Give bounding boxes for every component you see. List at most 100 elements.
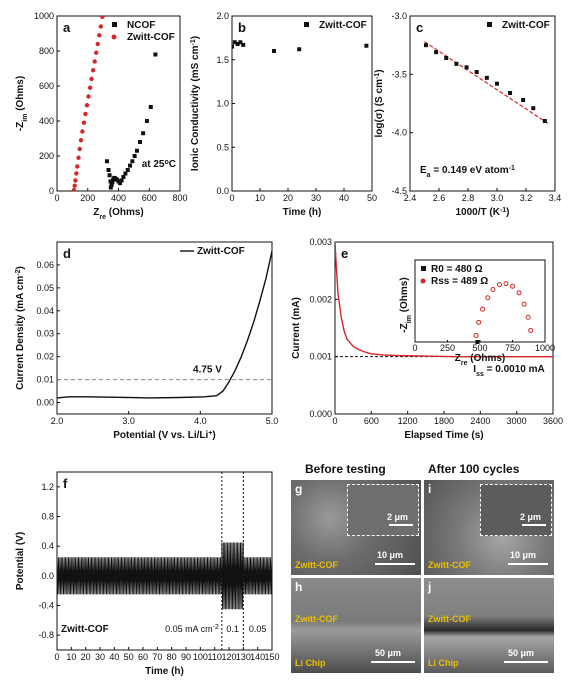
data-point (77, 146, 82, 152)
inset-data-point (503, 281, 509, 287)
chart-panel-b: 0 10 20 30 40 50 0.0 0.5 1.0 1.5 2.0 Time (h) Ionic … (190, 11, 378, 218)
after-cycles-label: After 100 cycles (428, 462, 520, 476)
region-label-part: -2 (213, 624, 219, 631)
region-label-part: 0.05 (249, 624, 267, 634)
data-point (81, 120, 87, 125)
legend-label: Zwitt-COF (197, 246, 245, 257)
x-tick-label: 800 (172, 193, 187, 203)
inset-data-point (497, 282, 502, 288)
y-tick-label: -4.0 (391, 128, 407, 138)
data-point (542, 119, 547, 123)
data-point (128, 163, 133, 168)
y-tick-label: 1.2 (41, 482, 54, 492)
inset-data-point (476, 319, 482, 325)
x-axis-label-part: -1 (500, 207, 506, 214)
x-axis-label: Elapsed Time (s) (404, 430, 483, 441)
x-tick-label: 400 (111, 193, 126, 203)
inset-x-tick-label: 1000 (535, 343, 555, 353)
y-tick-label: 0.05 (36, 283, 54, 293)
x-axis-label-part: (Ohms) (106, 207, 144, 218)
annotation-part: I (473, 364, 476, 375)
chart-panel-d: 2.0 3.0 4.0 5.0 0.00 0.01 0.02 0.03 0.04 0.05 0.06… (15, 241, 278, 442)
sem-material-i: Zwitt-COF (428, 560, 471, 570)
inset-legend-swatch (421, 266, 426, 271)
data-point (83, 111, 88, 117)
x-tick-label: 0 (332, 416, 337, 426)
x-tick-label: 3600 (543, 416, 563, 426)
inset-data-point (525, 314, 531, 320)
data-point (364, 43, 369, 48)
annotation: 4.75 V (193, 365, 222, 376)
data-point (125, 168, 130, 172)
panel-letter: c (416, 20, 423, 35)
data-point (141, 131, 146, 136)
inset-x-axis-label-part: (Ohms) (467, 353, 505, 364)
x-tick-label: 0 (229, 193, 234, 203)
x-tick-label: 2400 (470, 416, 490, 426)
y-axis-label: Potential (V) (15, 532, 26, 590)
legend-label: Zwitt-COF (127, 32, 175, 43)
sem-image-g: g 2 μm Zwitt-COF 10 μm (291, 480, 421, 575)
annotation-part: at 25 (142, 159, 165, 170)
series-line (335, 242, 553, 358)
x-tick-label: 1800 (434, 416, 454, 426)
inset-x-axis-label: Zre (Ohms) (455, 353, 506, 367)
sem-substrate-j: Li Chip (428, 658, 459, 668)
panel-letter: a (63, 20, 71, 35)
panel-letter: e (341, 246, 348, 261)
x-tick-label: 2.4 (404, 193, 417, 203)
region-label: 0.1 (226, 624, 239, 634)
x-tick-label: 40 (339, 193, 349, 203)
scale-label-g: 10 μm (377, 550, 404, 560)
plot-frame (231, 15, 373, 192)
inset-y-axis-label-part: -Z (399, 323, 410, 332)
data-point (98, 24, 104, 29)
x-axis-label-part: Elapsed Time (s) (404, 430, 483, 441)
x-tick-label: 130 (236, 652, 251, 662)
sem-inset-g (347, 484, 419, 536)
inset-frame (414, 259, 546, 343)
y-axis-label-part: Current Density (mA cm (15, 276, 26, 390)
sem-material-j: Zwitt-COF (428, 614, 471, 624)
data-point (76, 155, 81, 160)
x-axis-label: 1000/T (K-1) (455, 207, 509, 219)
x-tick-label: 600 (364, 416, 379, 426)
x-tick-label: 1200 (398, 416, 418, 426)
data-point (75, 164, 80, 169)
y-tick-label: 400 (39, 116, 54, 126)
scalebar-g (375, 563, 415, 565)
sem-image-j: j Zwitt-COF Li Chip 50 μm (424, 578, 554, 673)
y-tick-label: -4.5 (391, 186, 407, 196)
inset-data-point (473, 332, 479, 338)
x-tick-label: 3.4 (549, 193, 562, 203)
x-tick-label: 20 (283, 193, 293, 203)
scale-label-i: 10 μm (510, 550, 537, 560)
y-tick-label: -0.8 (38, 630, 54, 640)
x-tick-label: 50 (367, 193, 377, 203)
data-point (118, 181, 123, 186)
x-tick-label: 3.2 (520, 193, 533, 203)
scalebar-i (508, 563, 548, 565)
y-tick-label: 200 (39, 151, 54, 161)
inset-y-axis-label: -Zim (Ohms) (399, 277, 413, 332)
y-axis-label-part: (Ohms) (15, 76, 26, 114)
legend-label: Zwitt-COF (319, 20, 367, 31)
y-tick-label: 0.0 (216, 186, 229, 196)
plot-frame (409, 15, 556, 192)
annotation: Iss = 0.0010 mA (473, 364, 544, 378)
scale-label-j: 50 μm (508, 648, 535, 658)
y-axis-label-part: Potential (V) (15, 532, 26, 590)
y-tick-label: 0.001 (309, 352, 332, 362)
x-tick-label: 140 (250, 652, 265, 662)
x-axis-label: Potential (V vs. Li/Li+) (113, 430, 215, 442)
y-axis-label: -Zim (Ohms) (15, 76, 29, 131)
y-tick-label: 0.02 (36, 352, 54, 362)
data-point (474, 70, 479, 74)
chart-panel-a: 0 200 400 600 800 0 200 400 600 800 1000 Zre (Ohms)… (15, 11, 188, 221)
annotation-part: -1 (509, 165, 515, 172)
inset-x-tick-label: 750 (505, 343, 520, 353)
y-tick-label: 0.8 (41, 512, 54, 522)
panel-letter: d (63, 246, 71, 261)
legend-label: Zwitt-COF (502, 20, 550, 31)
x-axis-label-part: Z (93, 207, 99, 218)
